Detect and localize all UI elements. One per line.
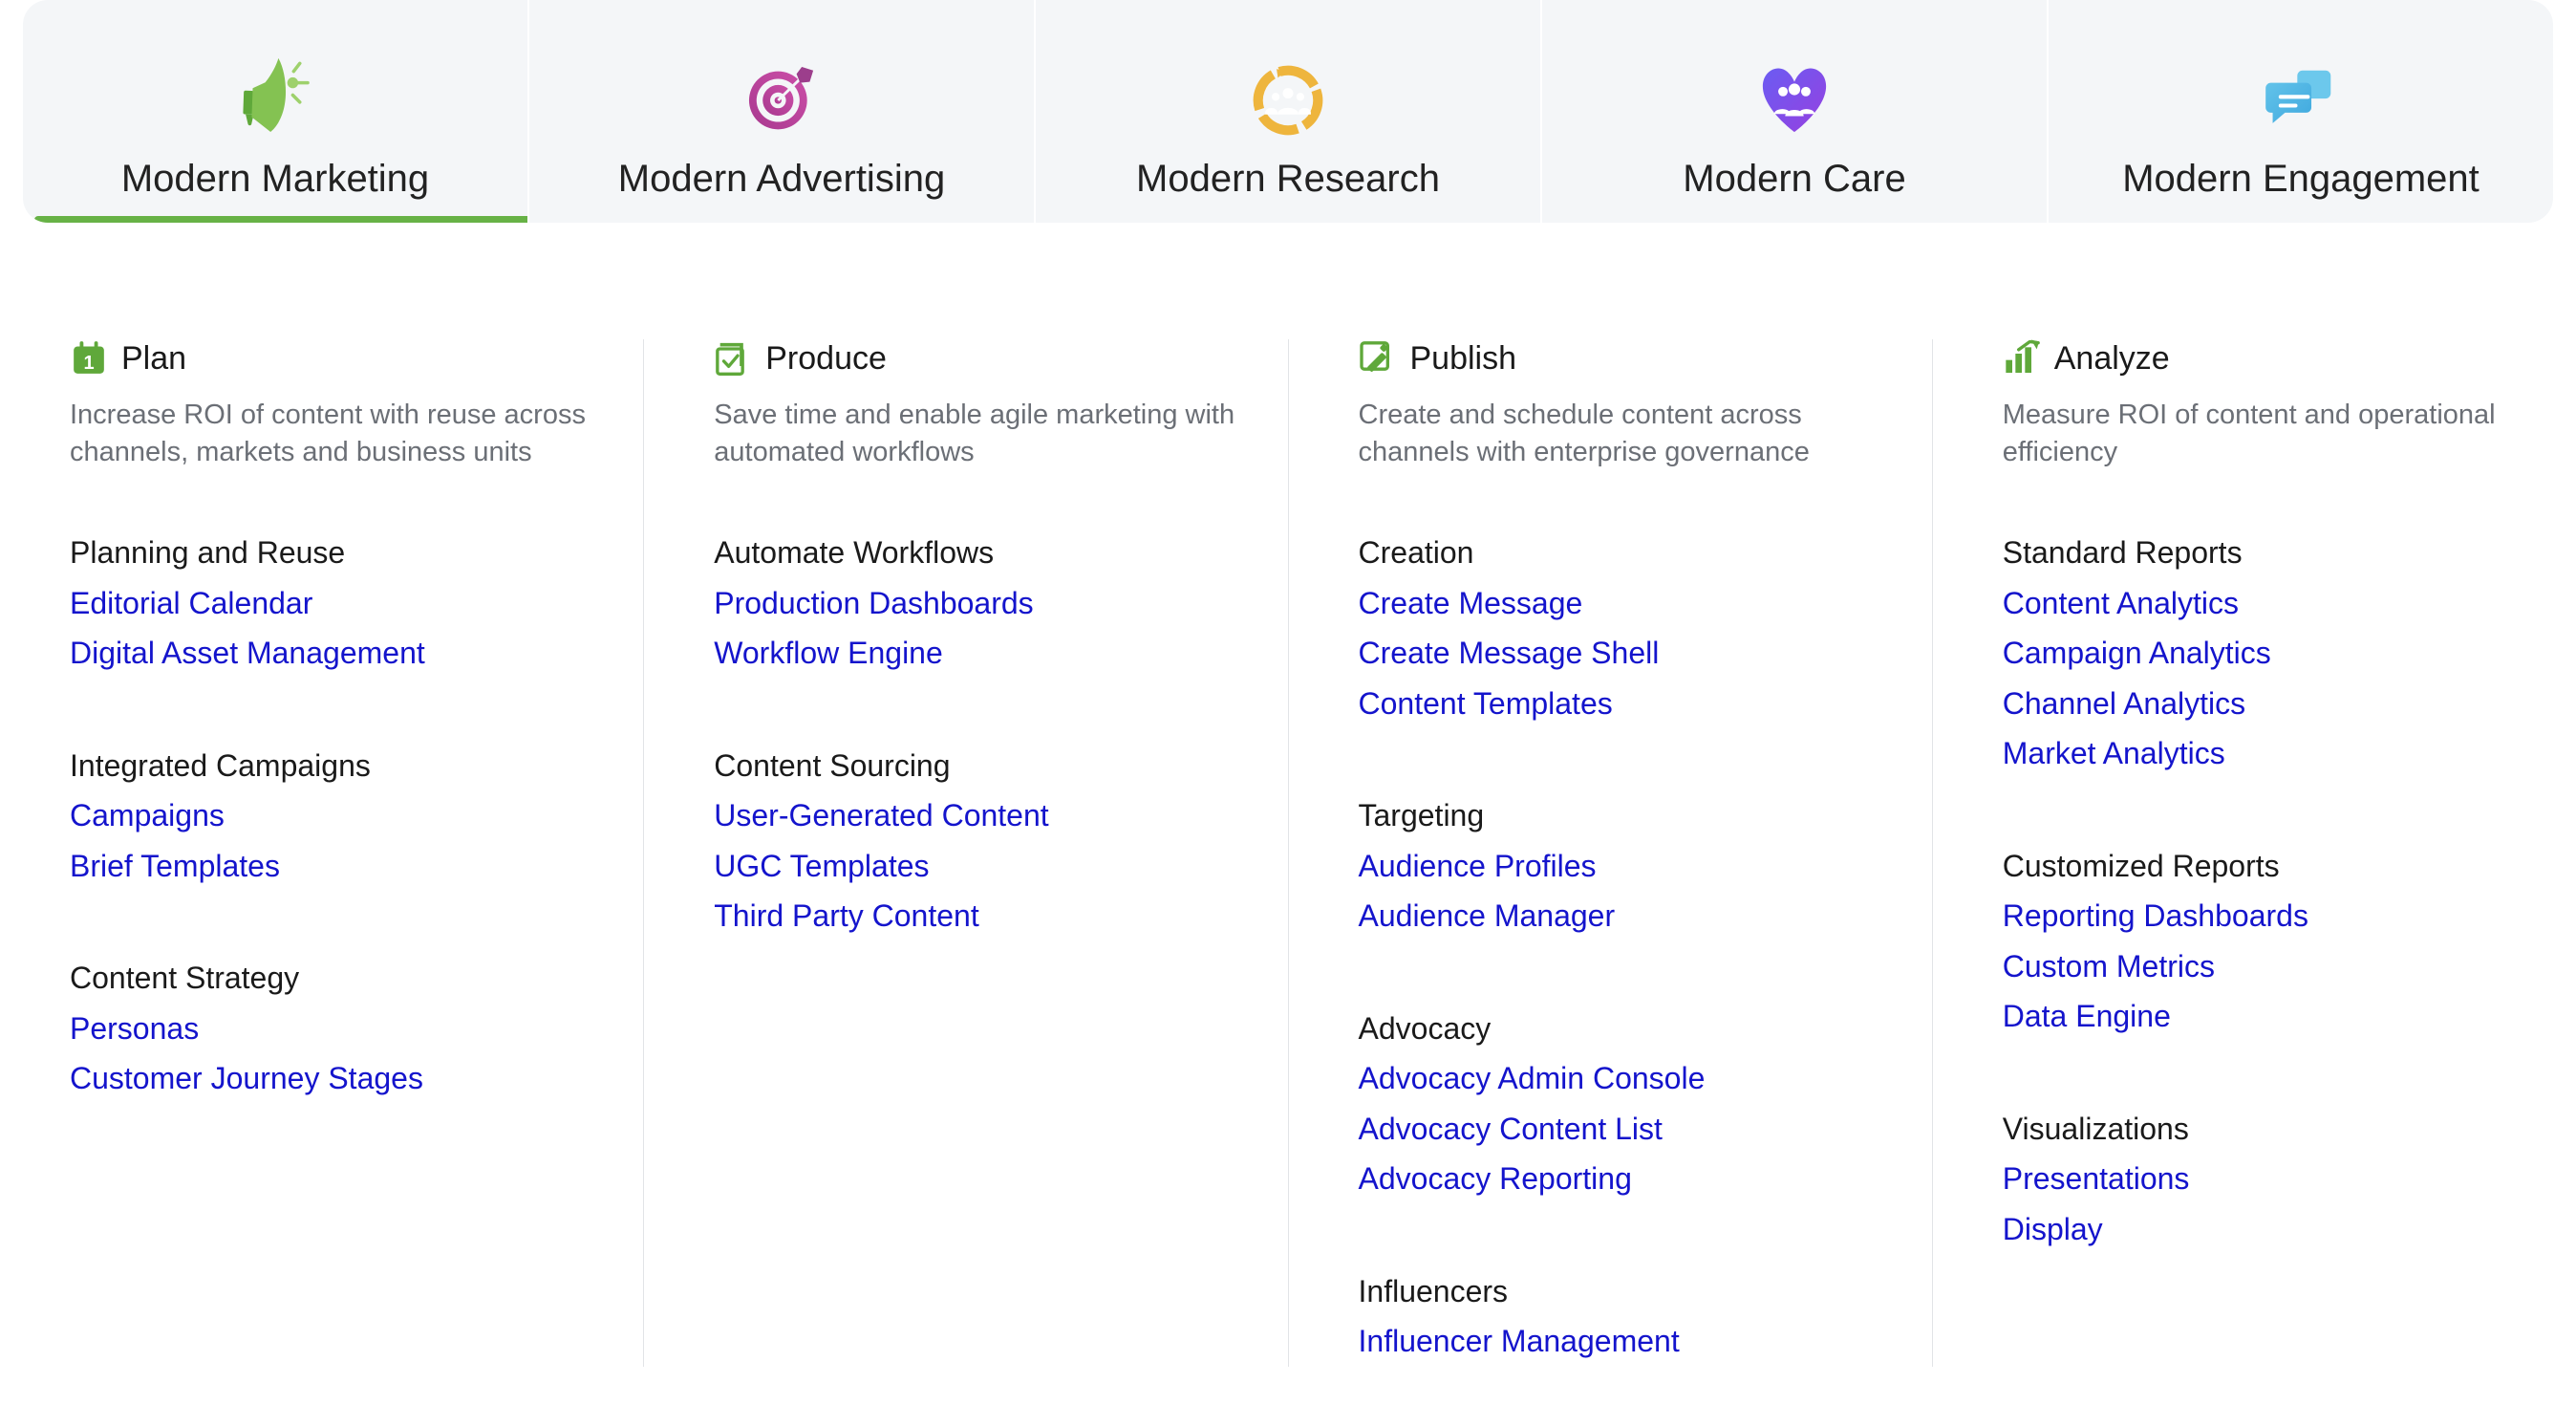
svg-text:1: 1 [83,353,94,374]
